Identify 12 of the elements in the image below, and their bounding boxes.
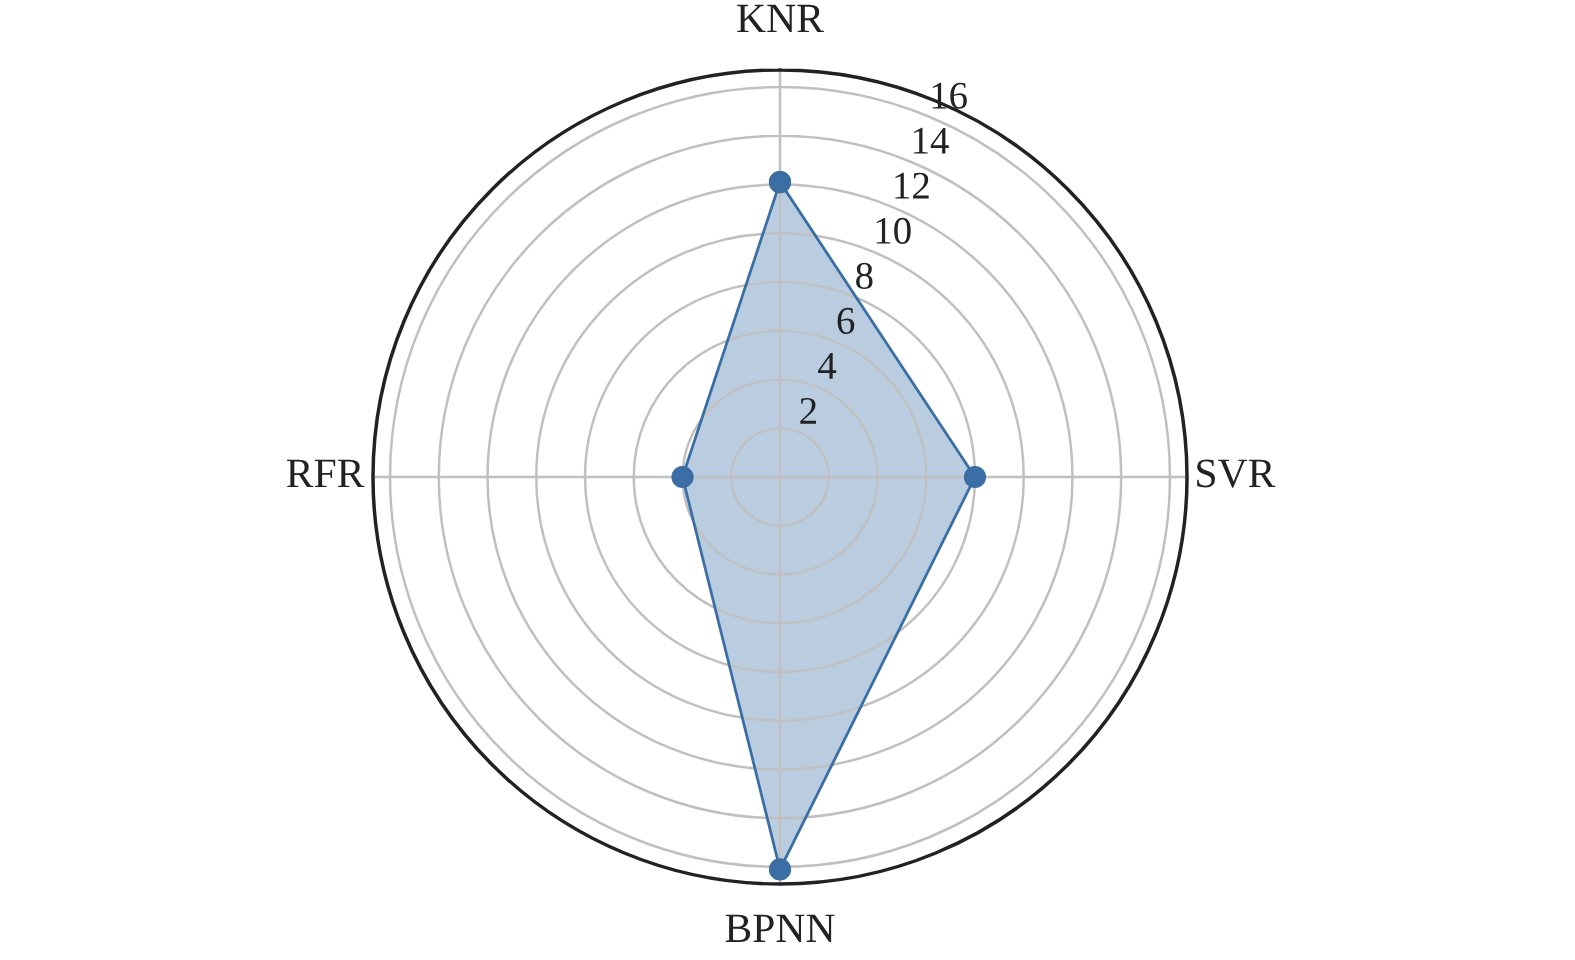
spoke-label: BPNN [725,914,835,943]
y-tick-label: 12 [895,172,929,199]
spoke-label: SVR [1197,459,1276,488]
spoke-label: RFR [286,459,365,488]
y-tick-label: 8 [856,262,873,289]
y-tick-label: 10 [876,217,911,244]
spoke-label: KNR [737,4,824,33]
y-tick-label: 6 [837,307,855,334]
y-tick-label: 2 [800,397,816,424]
y-tick-label: 4 [818,353,837,379]
y-tick-label: 16 [932,82,967,109]
y-tick-label: 14 [913,127,949,154]
